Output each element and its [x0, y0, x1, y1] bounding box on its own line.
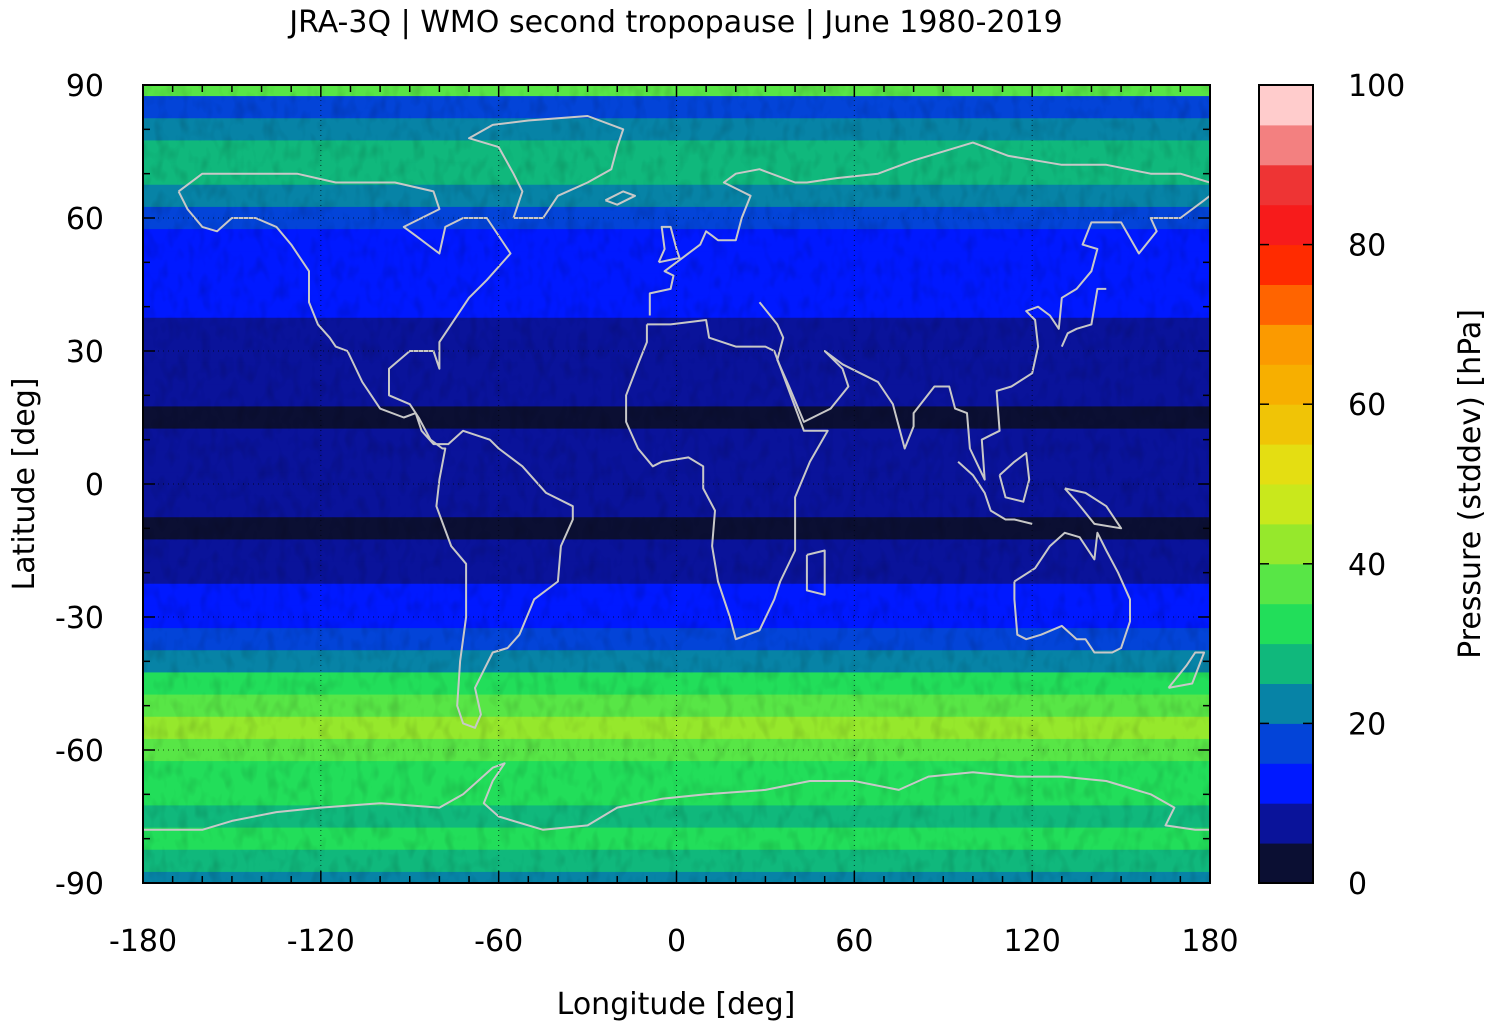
coastline-path: [604, 190, 636, 206]
colorbar-swatch: [1259, 124, 1313, 166]
y-tick-label: 30: [66, 335, 104, 370]
colorbar-swatch: [1259, 204, 1313, 246]
y-tick-label: -60: [55, 734, 104, 769]
coastline-path: [468, 115, 625, 219]
grid-lines: [143, 85, 1210, 883]
x-tick-label: 60: [835, 924, 873, 959]
y-tick-label: 90: [66, 69, 104, 104]
colorbar-frame: [1258, 84, 1314, 884]
colorbar-swatch: [1259, 244, 1313, 285]
coastline-path: [177, 172, 574, 729]
colorbar-swatch: [1259, 843, 1313, 884]
x-tick-label: 0: [667, 924, 686, 959]
colorbar-swatch: [1259, 324, 1313, 365]
colorbar-tick-label: 20: [1348, 707, 1386, 742]
colorbar-swatch: [1259, 643, 1313, 684]
colorbar-tick-label: 80: [1348, 229, 1386, 264]
colorbar-swatch: [1259, 723, 1313, 764]
colorbar-tick-label: 60: [1348, 388, 1386, 423]
colorbar-tick-label: 0: [1348, 867, 1367, 902]
colorbar-swatch: [1259, 484, 1313, 525]
x-tick-label: 120: [1004, 924, 1061, 959]
x-axis-label: Longitude [deg]: [557, 987, 796, 1022]
coastline-path: [1064, 487, 1123, 530]
colorbar-swatch: [1259, 763, 1313, 804]
colorbar-swatch: [1259, 85, 1313, 126]
colorbar-swatch: [1259, 404, 1313, 445]
coastline-path: [805, 549, 826, 596]
coastline-path: [1013, 531, 1131, 654]
coastline-path: [648, 141, 1210, 316]
colorbar-tick-label: 40: [1348, 548, 1386, 583]
y-tick-label: 0: [85, 468, 104, 503]
colorbar-swatch: [1259, 563, 1313, 605]
x-tick-label: -120: [287, 924, 355, 959]
y-tick-label: -90: [55, 867, 104, 902]
coastline-path: [957, 461, 1033, 525]
colorbar-swatch: [1259, 364, 1313, 405]
colorbar-swatch: [1259, 284, 1313, 325]
colorbar-swatch: [1259, 683, 1313, 724]
y-tick-label: -30: [55, 601, 104, 636]
colorbar-swatch: [1259, 444, 1313, 485]
coastline-path: [758, 195, 1210, 481]
colorbar-swatch: [1259, 603, 1313, 645]
y-axis: 90 60 30 0 -30 -60 -90: [55, 69, 1210, 902]
coastline-path: [625, 319, 829, 641]
x-tick-label: 180: [1181, 924, 1238, 959]
x-tick-label: -60: [474, 924, 523, 959]
y-axis-label: Latitude [deg]: [7, 378, 42, 591]
colorbar-swatch: [1259, 523, 1313, 565]
colorbar-swatch: [1259, 164, 1313, 206]
y-tick-label: 60: [66, 202, 104, 237]
x-axis: -180 -120 -60 0 60 120 180: [109, 85, 1239, 959]
coastline-path: [998, 452, 1031, 503]
coastline-path: [143, 762, 1210, 831]
coastlines: [143, 115, 1210, 831]
colorbar-swatch: [1259, 803, 1313, 844]
coastline-path: [1167, 651, 1206, 689]
colorbar-ticks: 0 20 40 60 80 100: [1259, 69, 1405, 902]
coastline-path: [1060, 287, 1107, 348]
chart-title: JRA-3Q | WMO second tropopause | June 19…: [287, 5, 1063, 40]
x-tick-label: -180: [109, 924, 177, 959]
coastline-path: [657, 225, 681, 264]
colorbar-label: Pressure (stddev) [hPa]: [1453, 309, 1488, 659]
colorbar: [1258, 84, 1314, 884]
colorbar-tick-label: 100: [1348, 69, 1405, 104]
